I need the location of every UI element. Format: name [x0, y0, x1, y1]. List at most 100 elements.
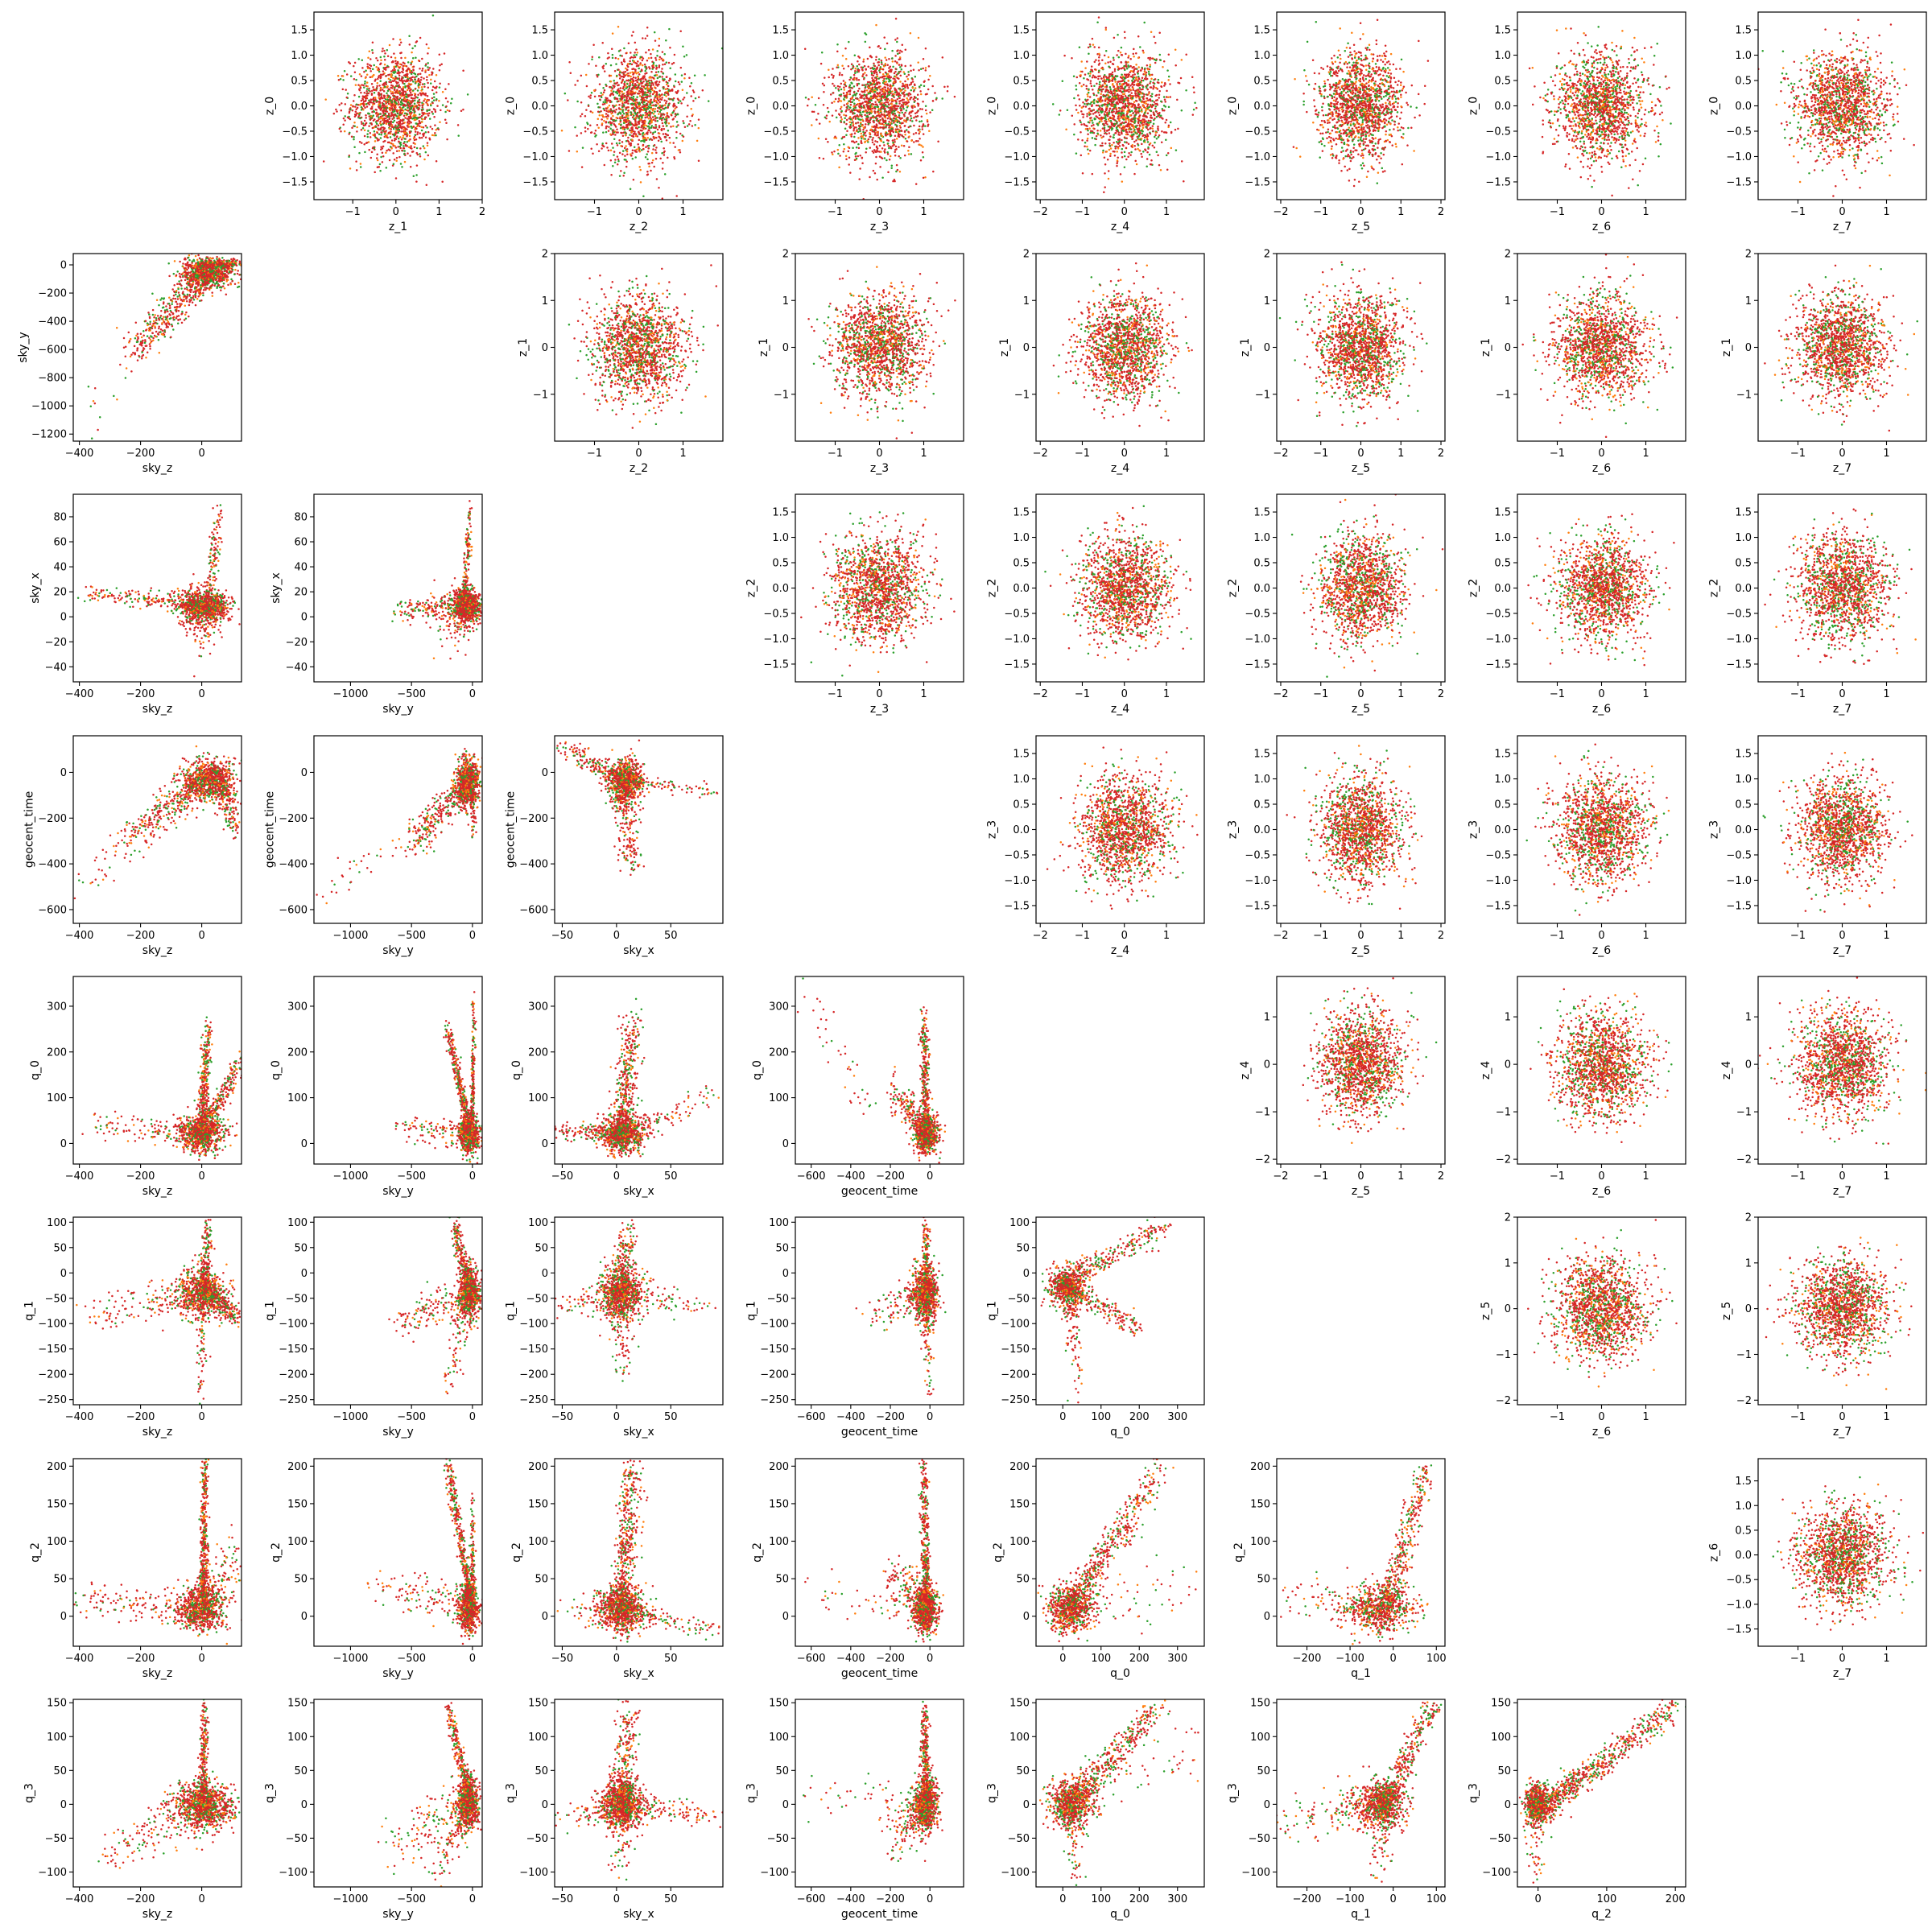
scatter-point [445, 105, 448, 108]
scatter-point [923, 156, 925, 159]
scatter-point [875, 151, 877, 154]
scatter-point [832, 114, 834, 117]
scatter-point [917, 102, 919, 105]
scatter-point [1083, 84, 1085, 86]
scatter-point [582, 147, 584, 149]
scatter-point [652, 132, 654, 134]
scatter-point [904, 134, 906, 136]
scatter-point [642, 57, 645, 60]
scatter-point [614, 124, 617, 126]
scatter-point [645, 127, 647, 130]
scatter-point [883, 80, 886, 82]
scatter-point [858, 88, 861, 90]
scatter-point [597, 127, 600, 130]
scatter-point [859, 114, 861, 117]
scatter-point [892, 139, 894, 142]
scatter-point [854, 159, 857, 161]
scatter-point [610, 159, 613, 162]
scatter-point [835, 87, 837, 89]
scatter-point [856, 147, 858, 149]
scatter-point [386, 49, 389, 52]
scatter-point [423, 86, 426, 89]
scatter-point [646, 171, 649, 173]
scatter-point [366, 105, 369, 108]
scatter-point [862, 129, 865, 131]
scatter-point [877, 141, 879, 143]
scatter-point [600, 92, 602, 94]
scatter-point [869, 93, 872, 95]
scatter-point [413, 126, 415, 128]
scatter-point [641, 117, 643, 119]
scatter-point [840, 110, 843, 113]
scatter-point [402, 92, 404, 94]
scatter-point [634, 133, 636, 135]
scatter-point [616, 129, 618, 131]
scatter-point [655, 105, 658, 107]
scatter-point [636, 81, 638, 84]
scatter-point [1174, 64, 1177, 67]
scatter-point [649, 100, 651, 102]
scatter-point [887, 73, 890, 76]
scatter-point [888, 112, 890, 114]
scatter-point [856, 141, 858, 143]
scatter-point [854, 94, 857, 97]
scatter-point [601, 93, 604, 96]
scatter-point [419, 37, 422, 39]
scatter-point [379, 77, 382, 80]
scatter-point [392, 94, 394, 97]
scatter-point [601, 122, 604, 125]
scatter-point [602, 145, 605, 147]
scatter-point [418, 83, 420, 85]
scatter-point [420, 89, 423, 92]
scatter-point [644, 72, 646, 75]
scatter-point [876, 81, 878, 84]
scatter-point [625, 85, 628, 88]
scatter-point [883, 65, 886, 68]
scatter-point [883, 106, 886, 109]
scatter-point [416, 97, 419, 99]
scatter-point [642, 37, 644, 39]
scatter-point [621, 97, 623, 99]
scatter-point [915, 140, 918, 142]
scatter-point [617, 26, 620, 28]
scatter-point [376, 120, 378, 122]
x-tick-label: 1 [920, 206, 927, 218]
scatter-point [849, 122, 852, 124]
scatter-point [634, 99, 636, 101]
scatter-point [679, 100, 682, 102]
scatter-point [893, 110, 895, 113]
scatter-point [650, 116, 652, 118]
scatter-point [857, 90, 860, 93]
scatter-point [414, 103, 416, 105]
scatter-point [621, 114, 624, 117]
scatter-point [873, 149, 876, 151]
scatter-point [906, 129, 908, 131]
scatter-point [422, 68, 424, 70]
scatter-point [1119, 145, 1121, 147]
scatter-point [908, 113, 910, 115]
scatter-point [840, 83, 843, 85]
scatter-point [890, 118, 892, 121]
scatter-point [942, 56, 944, 59]
scatter-point [340, 130, 342, 133]
scatter-point [387, 55, 390, 57]
scatter-point [1109, 155, 1112, 158]
scatter-point [693, 91, 696, 93]
scatter-point [427, 145, 429, 147]
scatter-point [877, 61, 879, 64]
scatter-point [597, 106, 600, 109]
scatter-point [390, 87, 392, 89]
scatter-point [875, 95, 877, 97]
scatter-point [632, 79, 634, 81]
scatter-point [382, 89, 384, 91]
scatter-point [665, 95, 667, 97]
y-axis-label: z_0 [745, 97, 758, 115]
scatter-point [352, 105, 354, 108]
scatter-point [914, 87, 917, 89]
scatter-point [871, 105, 873, 108]
scatter-point [421, 70, 423, 72]
scatter-point [349, 109, 352, 111]
scatter-point [874, 108, 877, 110]
scatter-point [686, 92, 688, 94]
